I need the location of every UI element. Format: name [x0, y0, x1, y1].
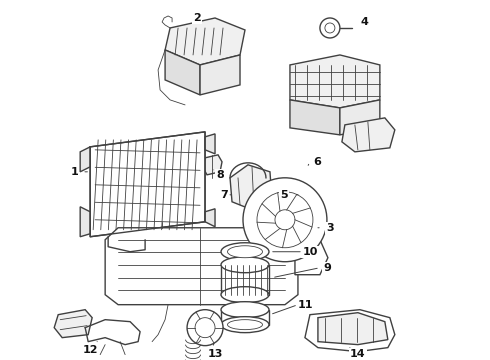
Polygon shape	[318, 313, 388, 345]
Polygon shape	[221, 265, 269, 295]
Circle shape	[243, 178, 327, 262]
Ellipse shape	[221, 317, 269, 333]
Circle shape	[187, 310, 223, 346]
Ellipse shape	[221, 287, 269, 303]
Polygon shape	[340, 100, 380, 135]
Polygon shape	[80, 147, 90, 172]
Polygon shape	[295, 240, 328, 275]
Circle shape	[320, 18, 340, 38]
Circle shape	[275, 210, 295, 230]
Polygon shape	[221, 310, 269, 325]
Text: 5: 5	[280, 190, 288, 200]
Text: 13: 13	[207, 348, 223, 359]
Ellipse shape	[227, 320, 263, 330]
Polygon shape	[80, 207, 90, 237]
Polygon shape	[305, 310, 395, 352]
Text: 10: 10	[302, 247, 318, 257]
Text: 11: 11	[298, 300, 314, 310]
Polygon shape	[54, 310, 92, 338]
Ellipse shape	[227, 246, 263, 258]
Polygon shape	[90, 132, 205, 237]
Polygon shape	[105, 228, 298, 305]
Polygon shape	[165, 18, 245, 65]
Text: 4: 4	[361, 17, 369, 27]
Text: 12: 12	[82, 345, 98, 355]
Ellipse shape	[221, 257, 269, 273]
Circle shape	[257, 192, 313, 248]
Ellipse shape	[221, 243, 269, 261]
Ellipse shape	[221, 302, 269, 318]
Polygon shape	[203, 155, 222, 175]
Circle shape	[325, 23, 335, 33]
Text: 7: 7	[220, 190, 228, 200]
Text: 3: 3	[326, 223, 334, 233]
Text: 2: 2	[193, 13, 201, 23]
Text: 8: 8	[216, 170, 224, 180]
Polygon shape	[200, 55, 240, 95]
Polygon shape	[290, 100, 340, 135]
Polygon shape	[205, 134, 215, 154]
Polygon shape	[290, 55, 380, 108]
Text: 9: 9	[323, 263, 331, 273]
Polygon shape	[230, 165, 272, 210]
Polygon shape	[342, 118, 395, 152]
Text: 6: 6	[313, 157, 321, 167]
Text: 1: 1	[70, 167, 78, 177]
Circle shape	[195, 318, 215, 338]
Polygon shape	[165, 50, 200, 95]
Text: 14: 14	[350, 348, 366, 359]
Polygon shape	[205, 209, 215, 227]
